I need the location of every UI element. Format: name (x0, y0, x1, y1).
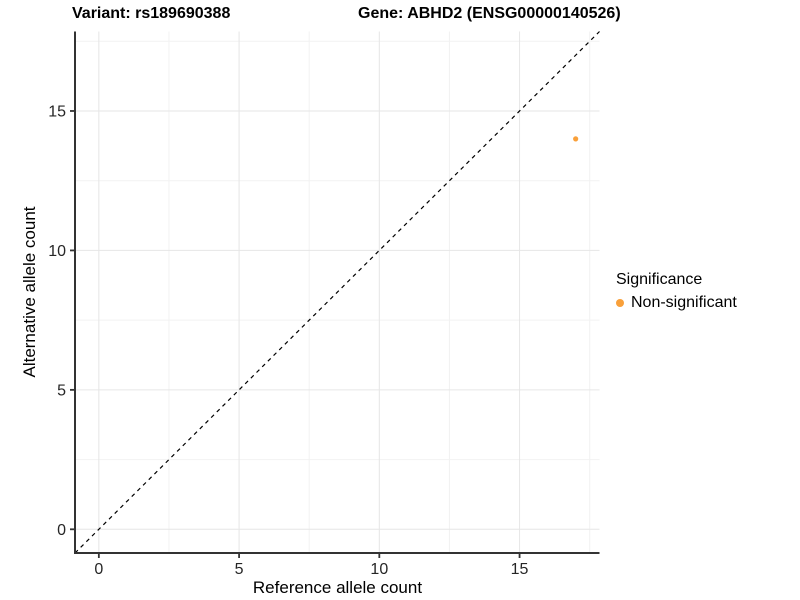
legend: Significance Non-significant (616, 270, 737, 312)
data-point (573, 136, 579, 142)
identity-line (74, 31, 600, 554)
legend-items: Non-significant (616, 293, 737, 312)
y-tick-label: 0 (57, 522, 66, 539)
legend-title: Significance (616, 271, 703, 288)
legend-key-dot-icon (616, 298, 624, 307)
y-tick-label: 10 (48, 243, 66, 260)
legend-item-label: Non-significant (631, 294, 737, 311)
y-tick-label: 15 (48, 103, 66, 120)
variant-title: Variant: rs189690388 (72, 5, 231, 22)
x-tick-label: 5 (235, 561, 244, 578)
x-tick-label: 10 (370, 561, 388, 578)
y-tick-label: 5 (57, 382, 66, 399)
legend-item: Non-significant (616, 293, 737, 312)
x-tick-label: 15 (511, 561, 529, 578)
y-axis-title: Alternative allele count (20, 206, 39, 378)
x-axis-title: Reference allele count (252, 578, 423, 597)
x-tick-label: 0 (94, 561, 103, 578)
gene-title: Gene: ABHD2 (ENSG00000140526) (358, 5, 621, 22)
